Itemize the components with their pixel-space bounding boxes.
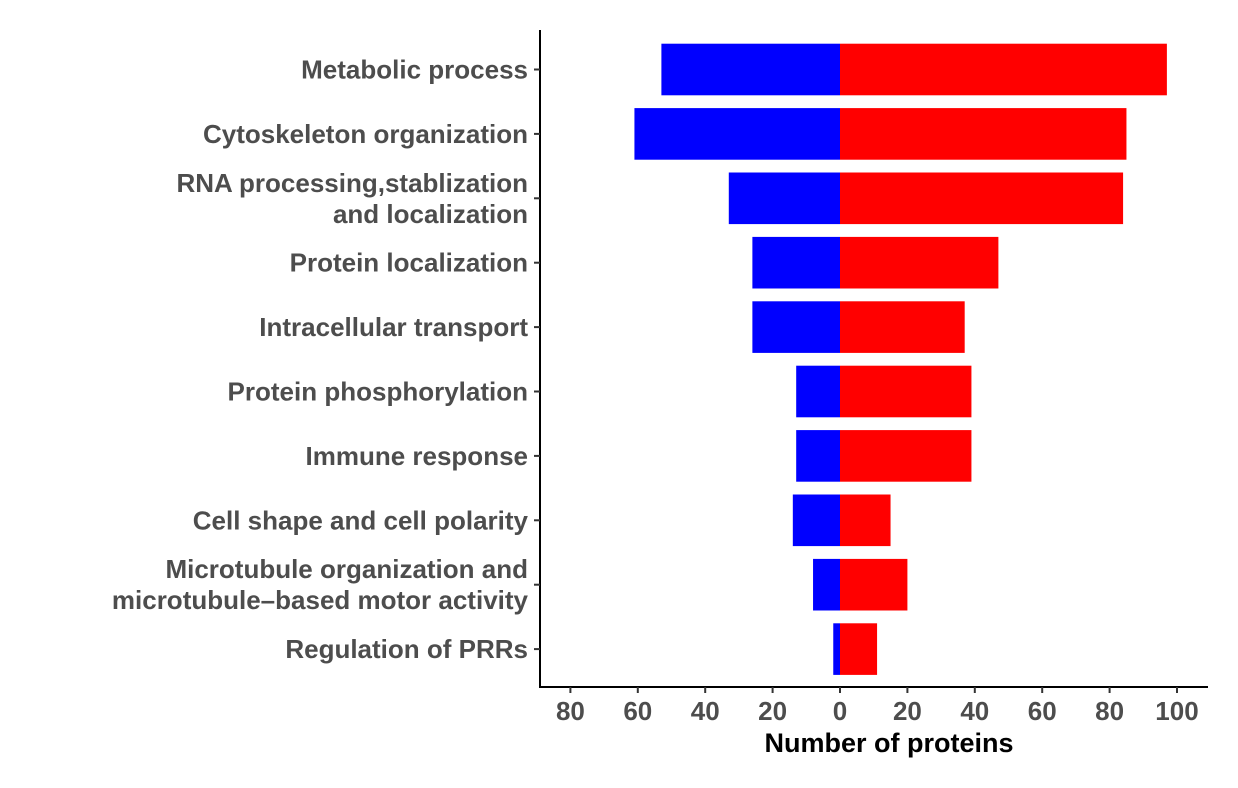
bar-left-4 <box>752 301 840 353</box>
category-label-line: Cytoskeleton organization <box>203 119 528 149</box>
category-label-line: RNA processing,stablization <box>176 168 528 198</box>
axes-layer <box>534 30 1208 693</box>
bar-right-8 <box>840 558 908 611</box>
category-label-0: Metabolic process <box>301 55 528 85</box>
bar-left-0 <box>661 43 840 96</box>
category-label-5: Protein phosphorylation <box>228 377 528 407</box>
bar-right-0 <box>840 43 1167 96</box>
bar-left-3 <box>752 236 840 289</box>
bar-right-2 <box>840 172 1124 225</box>
x-tick-label-2: 40 <box>691 696 720 726</box>
category-label-3: Protein localization <box>290 248 528 278</box>
category-label-line: microtubule–based motor activity <box>112 585 529 615</box>
x-tick-label-5: 20 <box>893 696 922 726</box>
category-label-line: Metabolic process <box>301 55 528 85</box>
x-tick-label-1: 60 <box>623 696 652 726</box>
category-label-6: Immune response <box>305 441 528 471</box>
x-axis-title: Number of proteins <box>764 728 1013 758</box>
category-label-line: Immune response <box>305 441 528 471</box>
category-label-9: Regulation of PRRs <box>285 634 528 664</box>
bar-right-6 <box>840 430 972 482</box>
category-label-1: Cytoskeleton organization <box>203 119 528 149</box>
category-label-line: Regulation of PRRs <box>285 634 528 664</box>
bar-left-2 <box>728 172 840 225</box>
bar-left-7 <box>792 494 840 547</box>
bars-layer <box>634 43 1167 675</box>
x-tick-label-7: 60 <box>1028 696 1057 726</box>
category-label-line: and localization <box>333 199 528 229</box>
category-label-line: Cell shape and cell polarity <box>193 505 529 535</box>
bar-right-7 <box>840 494 891 547</box>
category-label-4: Intracellular transport <box>259 312 528 342</box>
bar-right-5 <box>840 365 972 418</box>
x-tick-label-0: 80 <box>556 696 585 726</box>
x-tick-label-6: 40 <box>960 696 989 726</box>
category-label-line: Microtubule organization and <box>165 554 528 584</box>
category-label-2: RNA processing,stablization and localizat… <box>176 168 528 229</box>
bar-left-8 <box>813 558 840 611</box>
x-tick-label-3: 20 <box>758 696 787 726</box>
bar-left-6 <box>796 430 840 482</box>
labels-layer: Metabolic process Cytoskeleton organizati… <box>112 55 1199 727</box>
x-tick-label-4: 0 <box>833 696 847 726</box>
category-label-line: Protein phosphorylation <box>228 377 528 407</box>
bar-right-1 <box>840 108 1127 160</box>
x-tick-label-8: 80 <box>1095 696 1124 726</box>
bar-right-9 <box>840 623 878 675</box>
category-label-line: Intracellular transport <box>259 312 528 342</box>
x-tick-label-9: 100 <box>1155 696 1198 726</box>
bar-right-3 <box>840 236 999 289</box>
bar-right-4 <box>840 301 965 353</box>
category-label-7: Cell shape and cell polarity <box>193 505 529 535</box>
bar-left-1 <box>634 108 840 160</box>
category-label-8: Microtubule organization and microtubule–… <box>112 554 529 615</box>
bar-left-9 <box>833 623 840 675</box>
category-label-line: Protein localization <box>290 248 528 278</box>
bar-left-5 <box>796 365 840 418</box>
